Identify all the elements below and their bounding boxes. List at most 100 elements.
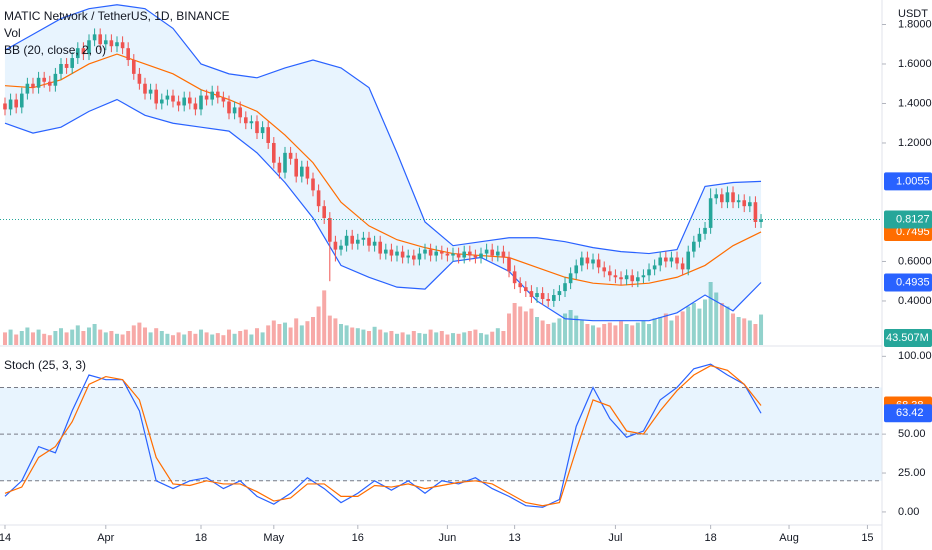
x-tick-label: May [263,532,284,544]
candle-body [103,40,108,45]
candle-body [70,58,74,68]
candle-body [658,257,663,266]
volume-bar [316,306,321,345]
candle-body [288,152,293,159]
volume-bar [8,329,13,345]
volume-bar [512,303,517,345]
volume-bar [232,333,237,345]
candle-body [568,273,573,284]
volume-bar [428,329,433,345]
candle-body [748,202,752,207]
candle-body [59,63,63,74]
candle-body [356,239,360,244]
candle-body [501,251,506,258]
candle-body [669,257,674,262]
volume-bar [540,320,545,345]
volume-bar [619,321,624,345]
volume-bar [327,315,332,345]
candle-body [31,83,35,88]
value-badge-label: 0.8127 [896,213,930,225]
candle-body [462,251,467,258]
volume-bar [697,308,702,345]
candle-body [440,251,444,254]
volume-bar [395,333,400,345]
volume-bar [635,322,640,345]
candle-body [193,103,198,110]
volume-bar [523,311,528,345]
volume-bar [591,325,596,345]
volume-bar [529,308,534,345]
y-tick-label: 1.8000 [898,18,932,30]
candle-body [266,127,271,143]
volume-bar [596,327,601,345]
candle-body [372,241,377,246]
volume-bar [574,315,579,345]
candle-body [42,77,46,82]
candle-body [115,42,119,47]
volume-bar [663,313,668,345]
symbol-title: MATIC Network / TetherUS, 1D, BINANCE [4,9,230,23]
volume-bar [719,303,724,345]
candle-body [367,237,371,246]
candle-body [64,63,69,68]
candle-body [731,192,735,203]
candle-body [552,295,556,301]
candle-body [412,255,416,260]
y-tick-label: 0.4000 [898,295,932,307]
volume-bar [2,332,7,345]
volume-bar [372,326,377,345]
volume-bar [170,335,175,345]
volume-bar [602,324,607,345]
volume-bar [277,324,282,345]
candle-body [171,95,175,102]
volume-bar [249,334,254,345]
volume-bar [708,282,713,345]
band-line [4,4,762,255]
volume-bar [42,333,47,345]
volume-bar [507,313,512,345]
x-tick-label: 13 [508,532,520,544]
volume-bar [361,329,366,345]
volume-bar [70,329,75,345]
candle-body [36,77,41,88]
volume-bar [187,331,192,345]
candle-body [591,259,595,264]
candle-body [361,237,366,240]
candle-body [529,291,534,298]
candle-body [580,257,584,266]
volume-bar [546,324,551,345]
candle-body [316,190,321,207]
candle-body [507,257,511,272]
x-tick-label: Aug [779,532,799,544]
candle-body [159,99,164,104]
volume-bar [64,332,69,345]
volume-bar [680,311,685,345]
volume-bar [490,331,495,345]
volume-bar [759,314,764,345]
x-tick-label: Jun [439,532,457,544]
volume-bar [30,332,35,345]
candle-body [479,253,483,258]
candle-body [182,97,186,106]
volume-bar [36,329,41,345]
candle-body [518,283,523,288]
volume-bar [255,328,260,345]
y-tick-label: 25.00 [898,467,926,479]
volume-bar [260,332,265,345]
volume-bar [221,335,226,345]
volume-bar [103,332,108,345]
candle-body [126,48,130,61]
volume-bar [19,331,24,345]
volume-bar [753,324,758,345]
candle-body [759,219,763,222]
candle-body [647,269,651,276]
candle-body [546,298,551,301]
volume-bar [58,328,63,345]
candle-body [243,117,248,124]
volume-bar [568,310,573,345]
candle-body [283,152,287,173]
candle-body [131,60,136,74]
candle-body [641,275,646,278]
volume-bar [204,332,209,345]
